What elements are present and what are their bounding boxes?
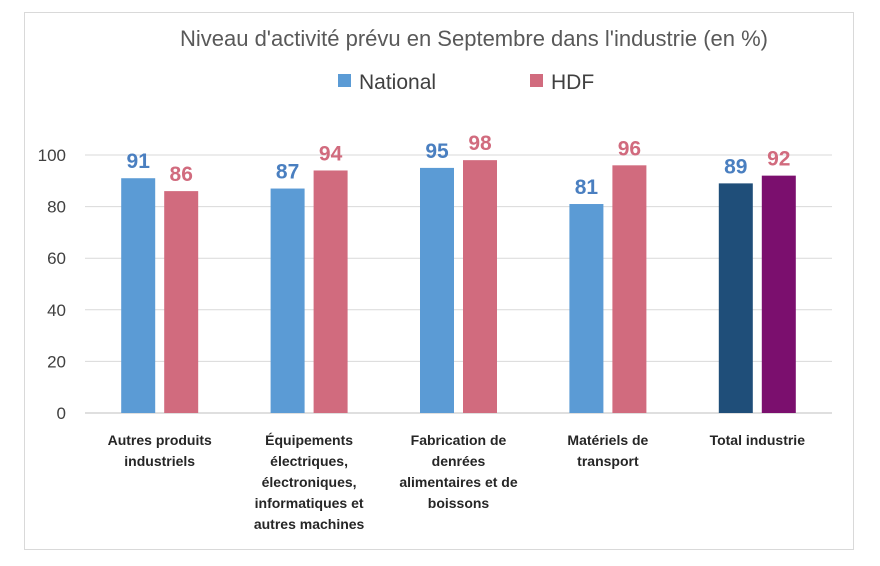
legend-label-1: HDF	[551, 71, 594, 94]
chart-title: Niveau d'activité prévu en Septembre dan…	[180, 26, 768, 51]
legend: National HDF	[338, 71, 594, 94]
legend-swatch-0	[338, 74, 351, 87]
gridlines	[85, 154, 832, 414]
bar-hdf-3	[612, 165, 647, 413]
data-label-hdf-3: 96	[618, 137, 641, 160]
x-tick-label-1: Équipements électriques, électroniques, inf…	[254, 432, 365, 532]
bar-hdf-4	[761, 175, 796, 413]
data-label-hdf-0: 86	[170, 163, 193, 186]
x-tick-label-3: Matériels de transport	[567, 432, 648, 469]
data-label-national-0: 91	[127, 150, 151, 173]
y-tick-40: 40	[47, 301, 66, 320]
bar-hdf-1	[313, 170, 348, 413]
data-labels: 91 86 87 94 95 98 81 96 89 92	[127, 132, 791, 199]
bar-national-0	[121, 178, 156, 413]
data-label-national-2: 95	[425, 140, 449, 163]
y-tick-20: 20	[47, 352, 66, 371]
data-label-hdf-4: 92	[767, 148, 790, 171]
legend-label-0: National	[359, 71, 436, 94]
x-tick-label-0: Autres produits industriels	[108, 432, 212, 469]
data-label-national-3: 81	[575, 176, 599, 199]
data-label-national-4: 89	[724, 155, 747, 178]
x-tick-label-2: Fabrication de denrées alimentaires et de b…	[399, 432, 517, 511]
bar-hdf-2	[463, 160, 497, 413]
y-tick-100: 100	[38, 146, 66, 165]
x-tick-label-4: Total industrie	[710, 432, 806, 448]
legend-swatch-1	[530, 74, 543, 87]
bar-national-2	[420, 167, 454, 413]
y-axis: 0 20 40 60 80 100	[38, 146, 66, 423]
data-label-hdf-1: 94	[319, 142, 343, 165]
data-label-hdf-2: 98	[468, 132, 492, 155]
data-label-national-1: 87	[276, 161, 299, 184]
bar-national-3	[569, 204, 604, 413]
bar-national-1	[270, 188, 305, 413]
y-tick-0: 0	[57, 404, 66, 423]
bar-national-4	[718, 183, 753, 413]
x-axis: Autres produits industriels Équipements éle…	[108, 432, 806, 532]
bar-hdf-0	[164, 191, 199, 413]
y-tick-80: 80	[47, 198, 66, 217]
y-tick-60: 60	[47, 249, 66, 268]
bars	[121, 160, 796, 413]
